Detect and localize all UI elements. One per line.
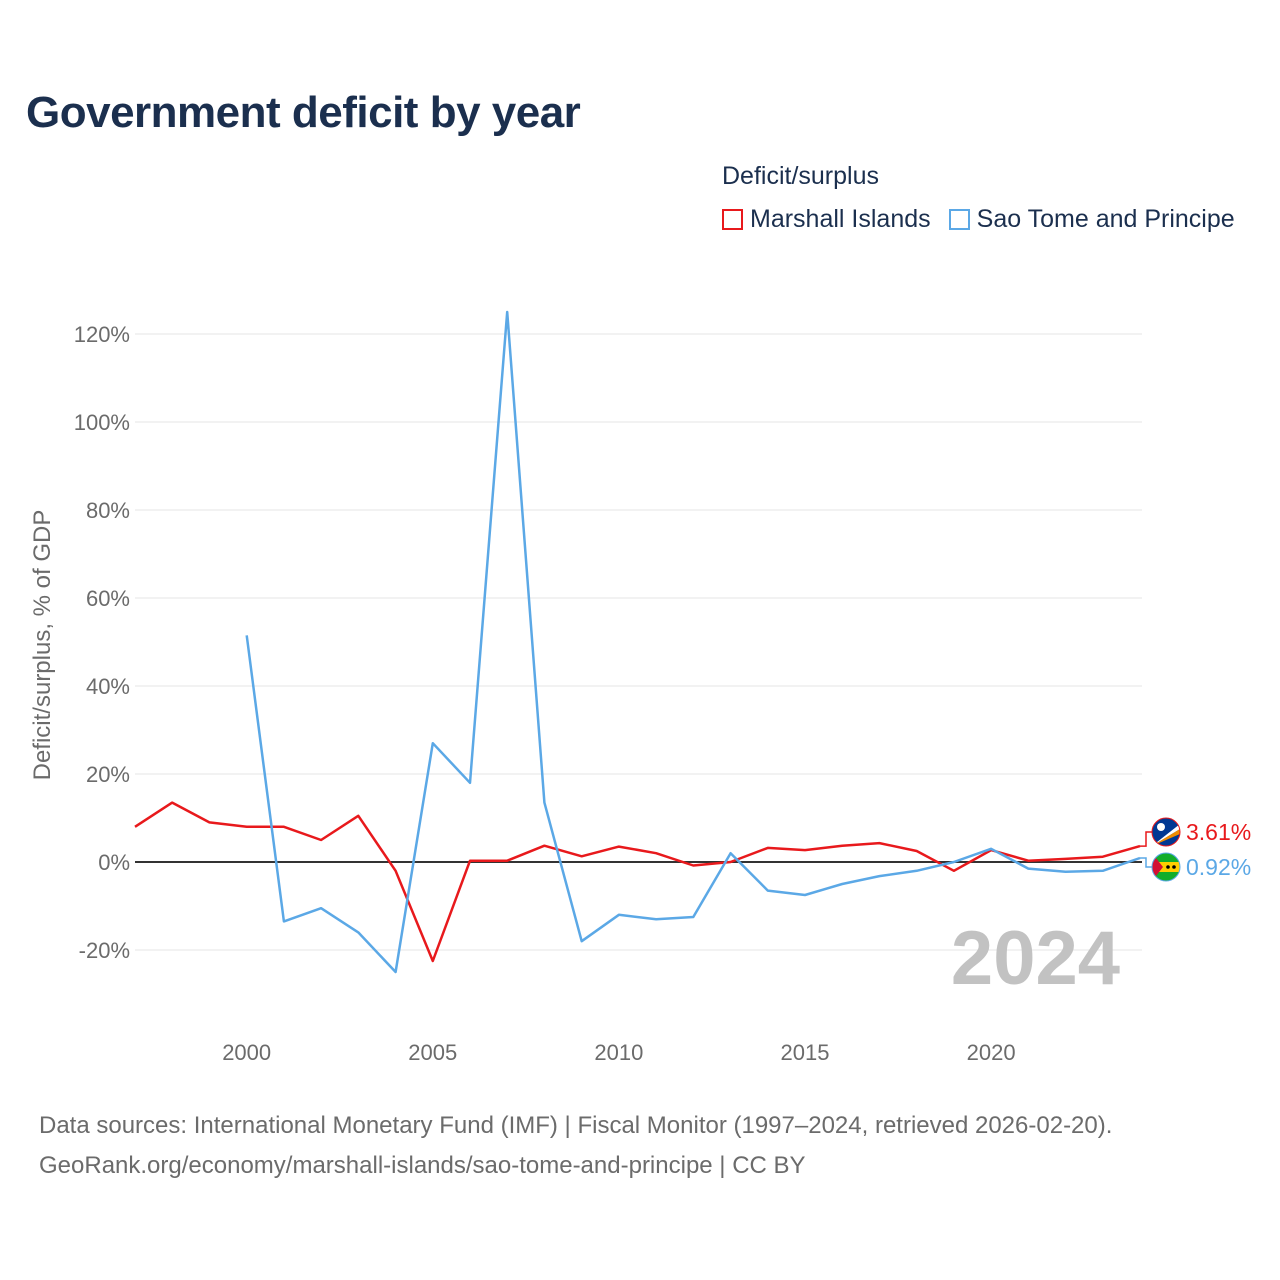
chart-title: Government deficit by year <box>26 88 581 137</box>
x-tick-label: 2010 <box>594 1040 643 1065</box>
x-tick-labels: 2000 2005 2010 2015 2020 <box>222 1040 1015 1065</box>
y-tick-label: 120% <box>74 322 130 347</box>
sao-tome-flag-icon <box>1151 852 1181 882</box>
legend-item-sao-tome[interactable]: Sao Tome and Principe <box>948 205 1235 234</box>
marshall-islands-flag-icon <box>1151 817 1181 847</box>
legend-label-marshall-islands: Marshall Islands <box>750 205 931 233</box>
legend-label-sao-tome: Sao Tome and Principe <box>976 205 1235 233</box>
y-tick-label: 40% <box>86 674 130 699</box>
x-tick-label: 2015 <box>781 1040 830 1065</box>
end-value-label: 3.61% <box>1186 819 1251 845</box>
end-label-connector <box>1140 857 1152 868</box>
flag-border <box>1151 817 1181 847</box>
footer: Data sources: International Monetary Fun… <box>39 1106 1112 1186</box>
x-tick-label: 2000 <box>222 1040 271 1065</box>
x-tick-label: 2005 <box>408 1040 457 1065</box>
series-line-marshall-islands[interactable] <box>134 801 1141 963</box>
y-tick-label: 100% <box>74 410 130 435</box>
source-link[interactable]: GeoRank.org/economy/marshall-islands/sao… <box>39 1152 806 1179</box>
x-tick-label: 2020 <box>967 1040 1016 1065</box>
series-lines <box>134 310 1141 974</box>
year-watermark: 2024 <box>951 916 1120 1001</box>
end-value-label: 0.92% <box>1186 854 1251 880</box>
y-tick-label: 60% <box>86 586 130 611</box>
legend-swatch-marshall-islands <box>722 209 743 230</box>
y-tick-label: 80% <box>86 498 130 523</box>
end-label-connector <box>1140 831 1152 847</box>
grid-lines <box>135 333 1142 951</box>
y-axis-label: Deficit/surplus, % of GDP <box>29 510 56 781</box>
y-tick-labels: -20% 0% 20% 40% 60% 80% 100% 120% <box>74 322 130 963</box>
legend-title: Deficit/surplus <box>722 162 879 190</box>
data-sources: Data sources: International Monetary Fun… <box>39 1112 1113 1139</box>
series-line-sao-tome[interactable] <box>245 310 1141 974</box>
legend: Marshall Islands Sao Tome and Principe <box>722 205 1235 234</box>
y-tick-label: 20% <box>86 762 130 787</box>
legend-item-marshall-islands[interactable]: Marshall Islands <box>722 205 931 234</box>
end-labels: 3.61% 0.92% <box>1140 817 1251 882</box>
y-tick-label: -20% <box>79 938 130 963</box>
y-tick-label: 0% <box>98 850 130 875</box>
chart-plot: -20%0%20%40%60%80%100%120% 2000 2005 2010 2… <box>29 310 1251 1065</box>
flag-border <box>1151 852 1181 882</box>
legend-swatch-sao-tome <box>948 209 970 230</box>
